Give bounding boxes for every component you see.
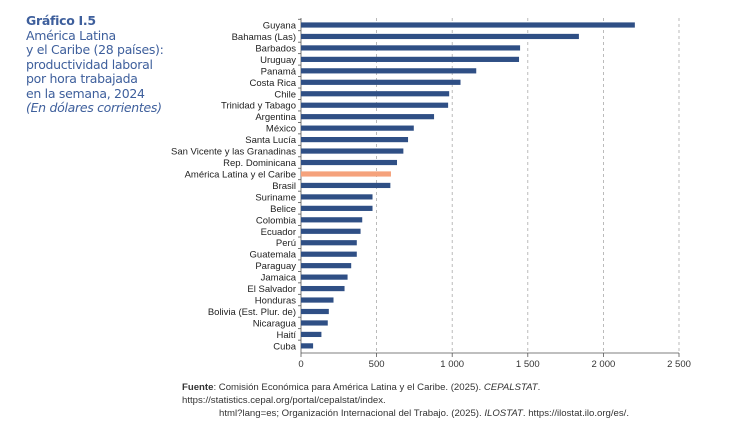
title-line: en la semana, 2024	[26, 85, 145, 101]
chart-units: (En dólares corrientes)	[26, 100, 162, 115]
bar	[301, 114, 435, 120]
bar	[301, 182, 391, 189]
bar	[301, 33, 579, 40]
bar	[301, 56, 520, 62]
title-line: por hora trabajada	[26, 71, 138, 86]
bar	[301, 45, 521, 51]
category-label: Trinidad y Tabago	[221, 101, 296, 112]
source-text: html?lang=es; Organización Internacional…	[219, 408, 485, 419]
x-tick-label: 500	[369, 359, 385, 370]
bar	[301, 194, 373, 200]
bar	[301, 217, 363, 223]
category-label: El Salvador	[247, 284, 296, 295]
source-link-ilo[interactable]: . https://ilostat.ilo.org/es/.	[522, 408, 630, 419]
category-label: Paraguay	[255, 261, 296, 272]
category-label: Bolivia (Est. Plur. de)	[208, 307, 296, 318]
bar	[301, 91, 450, 97]
bar	[301, 240, 357, 246]
source-text: : Comisión Económica para América Latina…	[213, 382, 484, 393]
title-line: y el Caribe (28 países):	[26, 42, 164, 57]
title-line: productividad laboral	[26, 56, 153, 72]
category-label: Santa Lucía	[245, 135, 296, 146]
bar	[301, 79, 461, 85]
category-label: México	[266, 124, 296, 135]
bar	[301, 22, 635, 28]
category-label: Chile	[274, 89, 296, 100]
category-label: Cuba	[273, 341, 296, 352]
bar	[301, 320, 328, 326]
category-label: Colombia	[256, 215, 297, 226]
chart-number: Gráfico I.5	[26, 13, 96, 28]
category-label: Panamá	[261, 66, 297, 77]
x-tick-label: 1 500	[516, 359, 540, 370]
source-ilostat: ILOSTAT	[484, 408, 523, 419]
bar	[301, 125, 414, 131]
category-label: Brasil	[272, 181, 296, 192]
chart-title: Gráfico I.5 América Latina y el Caribe (…	[26, 13, 164, 116]
source-cepalstat: CEPALSTAT	[483, 382, 538, 393]
category-label: Perú	[276, 238, 296, 249]
source-note: Fuente: Comisión Económica para América …	[182, 381, 722, 420]
category-label: Ecuador	[261, 227, 296, 238]
category-label: Honduras	[255, 296, 296, 307]
bar	[301, 274, 348, 280]
category-label: Jamaica	[261, 273, 297, 284]
category-label: Bahamas (Las)	[232, 32, 296, 43]
source-label: Fuente	[182, 382, 214, 393]
bar	[301, 308, 329, 315]
x-tick-label: 1 000	[440, 359, 464, 370]
bar	[301, 148, 404, 154]
bar	[301, 297, 334, 303]
x-tick-label: 2 000	[592, 359, 616, 370]
category-label: Suriname	[255, 192, 296, 203]
category-label: Uruguay	[260, 55, 296, 66]
category-label: San Vicente y las Granadinas	[171, 147, 296, 158]
x-tick-label: 0	[298, 359, 303, 370]
title-line: América Latina	[26, 27, 116, 43]
bar	[301, 205, 373, 211]
category-label: Rep. Dominicana	[223, 158, 297, 169]
bar	[301, 102, 449, 108]
category-label: Nicaragua	[253, 318, 297, 329]
bar	[301, 137, 409, 143]
bar	[301, 263, 352, 269]
category-label: Haití	[276, 330, 296, 341]
category-label: Guyana	[263, 21, 297, 32]
bar	[301, 331, 322, 338]
bar	[301, 343, 314, 349]
x-tick-label: 2 500	[667, 359, 691, 370]
bar	[301, 285, 345, 292]
category-label: Belice	[270, 204, 296, 215]
category-label: Argentina	[255, 112, 296, 123]
category-label: Guatemala	[250, 250, 297, 261]
bar	[301, 68, 477, 74]
source-link-cepal[interactable]: . https://statistics.cepal.org/portal/ce…	[182, 382, 541, 406]
category-label: Barbados	[255, 43, 296, 54]
bar	[301, 159, 398, 166]
bar	[301, 228, 361, 234]
bar	[301, 251, 357, 257]
category-label: América Latina y el Caribe	[185, 169, 296, 180]
category-label: Costa Rica	[250, 78, 297, 89]
bar	[301, 171, 391, 177]
